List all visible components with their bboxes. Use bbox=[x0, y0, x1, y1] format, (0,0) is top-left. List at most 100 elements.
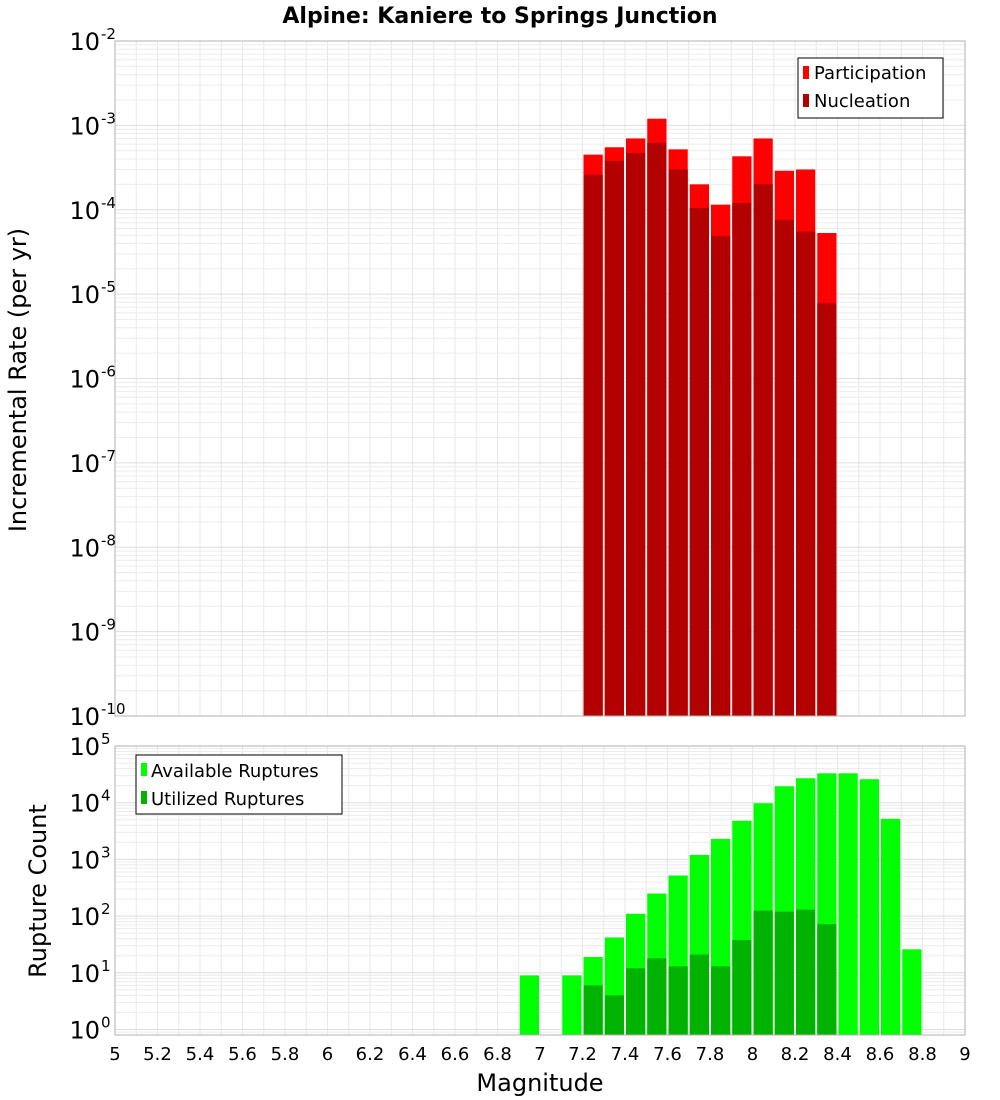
participation-legend-swatch bbox=[803, 66, 809, 79]
top-y-tick-exponent: -10 bbox=[101, 700, 126, 718]
nucleation-bar bbox=[753, 184, 773, 717]
x-tick-label: 7.4 bbox=[611, 1044, 640, 1065]
x-tick-label: 7.6 bbox=[653, 1044, 682, 1065]
x-tick-label: 5.6 bbox=[228, 1044, 257, 1065]
top-y-tick-base: 10 bbox=[69, 366, 100, 394]
bottom-plot-frame bbox=[114, 745, 966, 1036]
top-y-tick-base: 10 bbox=[69, 281, 100, 309]
utilized-ruptures-legend-label: Utilized Ruptures bbox=[151, 789, 304, 810]
bottom-legend-box bbox=[135, 754, 343, 815]
bottom-y-tick-exponent: 2 bbox=[101, 900, 111, 918]
chart-title: Alpine: Kaniere to Springs Junction bbox=[282, 4, 717, 29]
x-tick-label: 7.8 bbox=[696, 1044, 725, 1065]
x-tick-label: 8.2 bbox=[781, 1044, 810, 1065]
available-ruptures-bar bbox=[859, 779, 879, 1035]
x-tick-label: 6 bbox=[322, 1044, 333, 1065]
utilized-ruptures-legend-swatch bbox=[141, 791, 147, 804]
utilized-ruptures-bar bbox=[604, 995, 624, 1035]
utilized-ruptures-bar bbox=[689, 954, 709, 1035]
top-y-tick-base: 10 bbox=[69, 197, 100, 225]
top-bars bbox=[583, 118, 837, 717]
utilized-ruptures-bar bbox=[583, 985, 603, 1035]
top-grid bbox=[114, 40, 966, 717]
top-y-tick-exponent: -4 bbox=[101, 194, 116, 212]
available-ruptures-bar bbox=[562, 975, 582, 1035]
nucleation-bar bbox=[668, 169, 688, 716]
available-ruptures-bar bbox=[519, 975, 539, 1035]
nucleation-bar bbox=[604, 160, 624, 717]
top-y-tick-exponent: -9 bbox=[101, 616, 116, 634]
top-plot-frame bbox=[114, 40, 966, 717]
bottom-bars bbox=[519, 773, 922, 1035]
x-axis-label: Magnitude bbox=[476, 1069, 603, 1097]
nucleation-bar bbox=[732, 203, 752, 716]
x-tick-label: 5.4 bbox=[186, 1044, 215, 1065]
bottom-y-tick-base: 10 bbox=[69, 1017, 100, 1045]
nucleation-legend-label: Nucleation bbox=[814, 91, 910, 112]
top-y-tick-exponent: -6 bbox=[101, 363, 116, 381]
utilized-ruptures-bar bbox=[732, 939, 752, 1035]
bottom-y-tick-base: 10 bbox=[69, 960, 100, 988]
x-tick-label: 5.8 bbox=[271, 1044, 300, 1065]
top-legend-box bbox=[797, 57, 944, 119]
top-y-tick-exponent: -8 bbox=[101, 531, 116, 549]
bottom-y-tick-base: 10 bbox=[69, 733, 100, 761]
top-y-tick-exponent: -7 bbox=[101, 447, 116, 465]
utilized-ruptures-bar bbox=[753, 910, 773, 1035]
top-y-axis-label: Incremental Rate (per yr) bbox=[4, 228, 32, 532]
bottom-y-axis-label: Rupture Count bbox=[24, 804, 52, 978]
top-y-tick-exponent: -2 bbox=[101, 25, 116, 43]
top-y-tick-base: 10 bbox=[69, 703, 100, 731]
utilized-ruptures-bar bbox=[774, 911, 794, 1035]
x-tick-label: 8.4 bbox=[823, 1044, 852, 1065]
utilized-ruptures-bar bbox=[817, 924, 837, 1035]
x-tick-label: 7.2 bbox=[568, 1044, 597, 1065]
utilized-ruptures-bar bbox=[668, 966, 688, 1035]
nucleation-bar bbox=[817, 303, 837, 716]
nucleation-bar bbox=[774, 219, 794, 717]
x-tick-label: 5 bbox=[109, 1044, 120, 1065]
top-y-tick-base: 10 bbox=[69, 28, 100, 56]
x-tick-label: 7 bbox=[534, 1044, 545, 1065]
nucleation-bar bbox=[583, 174, 603, 716]
x-ticks: 5 5.2 5.4 5.6 5.8 6 6.2 6.4 6.6 6.8 7 7.2 7.4 7.6 7.8 8… bbox=[109, 1044, 970, 1065]
x-tick-label: 6.2 bbox=[356, 1044, 385, 1065]
bottom-y-tick-exponent: 3 bbox=[101, 843, 111, 861]
bottom-y-tick-base: 10 bbox=[69, 790, 100, 818]
utilized-ruptures-bar bbox=[711, 966, 731, 1035]
x-tick-label: 9 bbox=[959, 1044, 970, 1065]
available-ruptures-legend-swatch bbox=[141, 763, 147, 776]
x-tick-label: 8.6 bbox=[866, 1044, 895, 1065]
nucleation-bar bbox=[626, 153, 646, 716]
nucleation-bar bbox=[711, 235, 731, 716]
top-legend: Participation Nucleation bbox=[797, 57, 944, 119]
available-ruptures-bar bbox=[902, 949, 922, 1035]
bottom-y-tick-base: 10 bbox=[69, 903, 100, 931]
utilized-ruptures-bar bbox=[796, 909, 816, 1035]
available-ruptures-bar bbox=[838, 773, 858, 1035]
available-ruptures-bar bbox=[881, 818, 901, 1035]
nucleation-bar bbox=[647, 142, 667, 716]
utilized-ruptures-bar bbox=[626, 968, 646, 1035]
bottom-y-tick-base: 10 bbox=[69, 846, 100, 874]
x-tick-label: 6.6 bbox=[441, 1044, 470, 1065]
bottom-y-tick-exponent: 1 bbox=[101, 957, 111, 975]
available-ruptures-legend-label: Available Ruptures bbox=[151, 761, 319, 782]
nucleation-bar bbox=[689, 207, 709, 716]
top-y-tick-base: 10 bbox=[69, 112, 100, 140]
bottom-y-tick-exponent: 4 bbox=[101, 787, 111, 805]
x-tick-label: 8 bbox=[747, 1044, 758, 1065]
top-y-tick-base: 10 bbox=[69, 450, 100, 478]
bottom-legend: Available Ruptures Utilized Ruptures bbox=[135, 754, 343, 815]
nucleation-bar bbox=[796, 231, 816, 716]
participation-legend-label: Participation bbox=[814, 63, 926, 84]
top-y-tick-exponent: -3 bbox=[101, 109, 116, 127]
top-y-tick-base: 10 bbox=[69, 534, 100, 562]
utilized-ruptures-bar bbox=[647, 958, 667, 1035]
x-tick-label: 6.4 bbox=[398, 1044, 427, 1065]
x-tick-label: 8.8 bbox=[908, 1044, 937, 1065]
